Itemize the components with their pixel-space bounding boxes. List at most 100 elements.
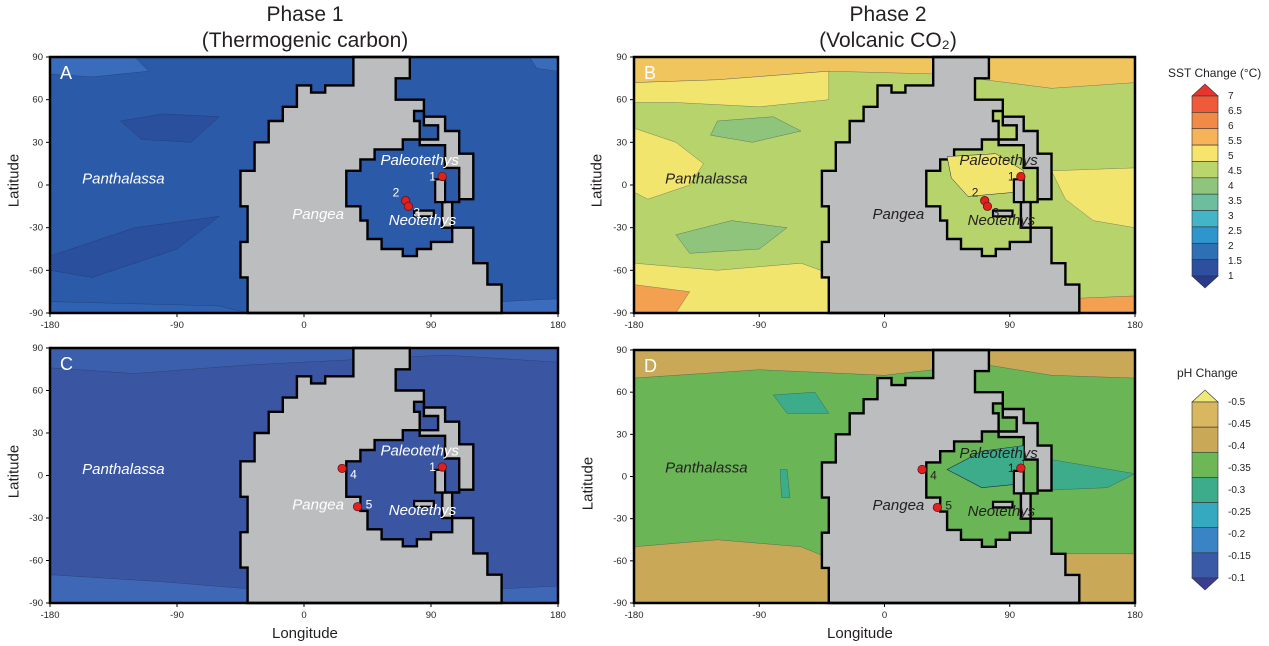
y-tick-label: -60 (613, 556, 627, 567)
x-tick-label: 90 (426, 320, 437, 331)
land-island (991, 209, 1014, 218)
ocean-label-neotethys: Neotethys (389, 502, 457, 519)
phase1-header: Phase 1 (Thermogenic carbon) (175, 2, 435, 54)
site-marker-4 (917, 464, 927, 475)
panel-letter: C (60, 354, 73, 374)
y-tick-label: 90 (616, 345, 627, 356)
xlabel-panel-d: Longitude (827, 625, 893, 642)
y-tick-label: 0 (622, 472, 627, 483)
site-label: 5 (366, 498, 373, 512)
colorbar-segment (1191, 161, 1219, 179)
y-tick-label: 30 (616, 429, 627, 440)
land-island (1012, 469, 1025, 495)
tethys-sea (345, 400, 461, 548)
colorbar-segment (1191, 83, 1219, 97)
y-tick-label: -60 (29, 265, 43, 276)
x-tick-label: 180 (550, 320, 566, 331)
colorbar-segment (1191, 426, 1219, 453)
site-label: 1 (1008, 461, 1015, 475)
panel-letter: B (644, 63, 656, 83)
tethys-sea (345, 109, 461, 258)
site-marker-5 (353, 502, 363, 512)
x-tick-label: 180 (1127, 320, 1143, 331)
sst-legend-title: SST Change (°C) (1168, 66, 1262, 80)
colorbar-segment (1191, 259, 1219, 277)
colorbar-segment (1191, 112, 1219, 130)
ph-colorbar: -0.5 -0.45 -0.4 -0.35 -0.3 -0.25 -0.2 -0.15 -0.1 (1191, 389, 1251, 591)
colorbar-segment (1191, 451, 1219, 478)
colorbar-tick-label: 3 (1228, 211, 1234, 222)
map-panel-a: A Panthalassa Paleotethys Neotethys Pangea 1 2… (29, 52, 566, 331)
site-marker-1 (1016, 463, 1026, 473)
x-tick-label: -90 (170, 610, 184, 621)
y-tick-label: -60 (29, 556, 43, 567)
land-island (413, 499, 435, 508)
colorbar-tick-label: 7 (1228, 91, 1234, 102)
y-tick-label: 30 (32, 137, 43, 148)
land-label-pangea: Pangea (873, 206, 925, 223)
ocean-label-neotethys: Neotethys (968, 212, 1036, 229)
colorbar-segment (1191, 210, 1219, 228)
colorbar-tick-label: 2 (1228, 241, 1234, 252)
contour-band (779, 469, 791, 498)
site-marker-4 (337, 463, 347, 474)
colorbar-tick-label: 1.5 (1228, 256, 1242, 267)
land-island (434, 468, 447, 494)
y-tick-label: 60 (32, 386, 43, 397)
colorbar-tick-label: 5 (1228, 151, 1234, 162)
land-island (434, 178, 447, 204)
y-tick-label: 30 (616, 137, 627, 148)
colorbar-tick-label: -0.15 (1228, 551, 1251, 562)
land-label-pangea: Pangea (292, 497, 344, 514)
y-tick-label: -30 (613, 223, 627, 234)
ocean-label-neotethys: Neotethys (389, 212, 457, 229)
colorbar-tick-label: -0.1 (1228, 573, 1246, 584)
x-tick-label: -180 (624, 610, 643, 621)
x-tick-label: -180 (40, 610, 59, 621)
map-panel-c: C Panthalassa Paleotethys Neotethys Pangea 1 4… (29, 343, 566, 621)
contour-band (772, 391, 830, 414)
ocean-label-panthalassa: Panthalassa (665, 171, 748, 188)
colorbar-tick-label: -0.3 (1228, 485, 1246, 496)
y-tick-label: 0 (622, 180, 627, 191)
panel-letter: A (60, 63, 72, 83)
contour-band (710, 116, 802, 143)
colorbar-segment (1191, 401, 1219, 428)
colorbar-segment (1191, 144, 1219, 162)
phase1-subtitle: (Thermogenic carbon) (201, 29, 409, 52)
colorbar-segment (1191, 177, 1219, 195)
colorbar-tick-label: 2.5 (1228, 226, 1242, 237)
x-tick-label: -180 (40, 320, 59, 331)
contour-band (633, 70, 830, 108)
contour-band (675, 220, 788, 254)
ocean-label-panthalassa: Panthalassa (82, 171, 165, 188)
colorbar-segment (1191, 226, 1219, 244)
x-tick-label: 0 (301, 320, 306, 331)
land-island (991, 500, 1014, 509)
site-label: 1 (1008, 169, 1015, 183)
colorbar-tick-label: -0.4 (1228, 441, 1246, 452)
land-label-pangea: Pangea (873, 497, 925, 514)
phase1-title: Phase 1 (266, 3, 344, 26)
x-tick-label: 180 (1127, 610, 1143, 621)
y-tick-label: -60 (613, 265, 627, 276)
ocean-label-neotethys: Neotethys (968, 503, 1036, 520)
colorbar-tick-label: 1 (1228, 271, 1234, 282)
ocean-label-panthalassa: Panthalassa (665, 459, 748, 476)
panel-letter: D (644, 356, 657, 376)
colorbar-segment (1191, 527, 1219, 554)
ph-legend-title: pH Change (1177, 366, 1238, 380)
ocean-label-paleotethys: Paleotethys (381, 152, 460, 169)
xlabel-panel-c: Longitude (272, 625, 338, 642)
x-tick-label: -90 (752, 610, 766, 621)
site-marker-1 (437, 462, 447, 472)
y-tick-label: 60 (616, 95, 627, 106)
x-tick-label: 0 (882, 320, 887, 331)
colorbar-segment (1191, 95, 1219, 113)
y-tick-label: 90 (32, 343, 43, 354)
contour-band (120, 113, 220, 143)
site-marker-3 (403, 201, 414, 211)
x-tick-label: -180 (624, 320, 643, 331)
site-marker-3 (982, 201, 993, 211)
